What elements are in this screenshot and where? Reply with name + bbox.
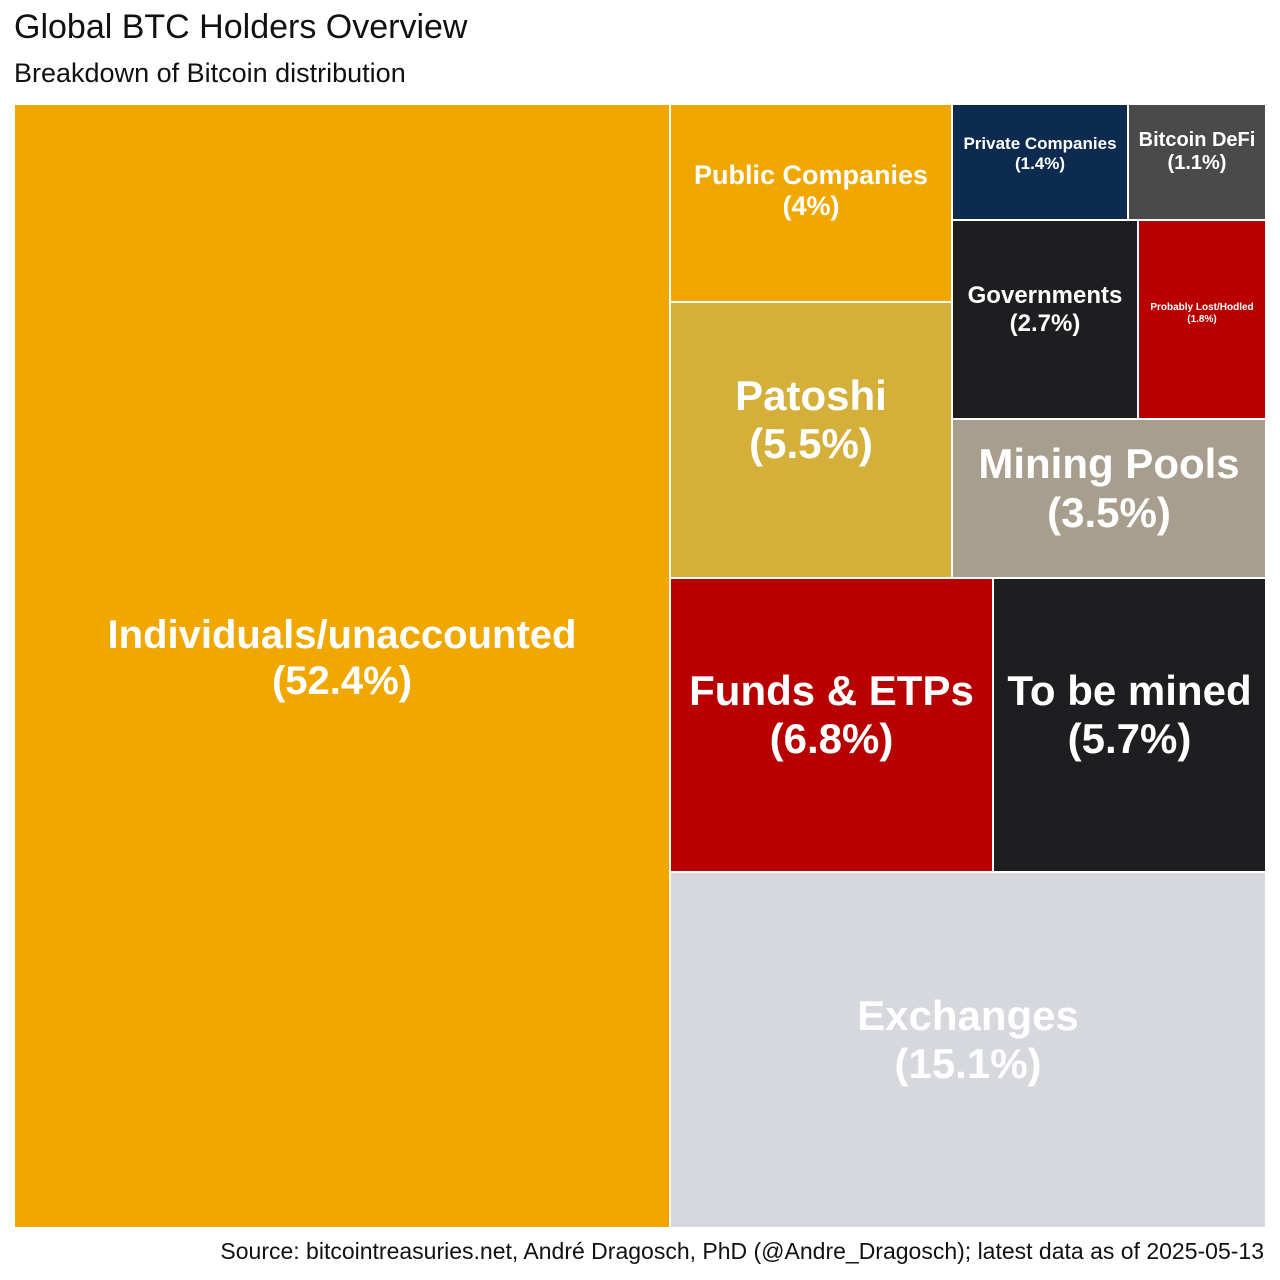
- tile-individuals-unaccounted: Individuals/unaccounted (52.4%): [14, 104, 670, 1228]
- tile-label-group: Funds & ETPs (6.8%): [689, 667, 974, 764]
- tile-value-label: (2.7%): [1009, 309, 1081, 337]
- tile-label: Individuals/unaccounted: [107, 613, 577, 657]
- tile-label: Public Companies: [693, 159, 929, 190]
- tile-label-group: Exchanges (15.1%): [857, 992, 1079, 1089]
- tile-label: Mining Pools: [978, 440, 1240, 488]
- tile-funds-etps: Funds & ETPs (6.8%): [670, 578, 993, 872]
- tile-private-companies: Private Companies (1.4%): [952, 104, 1128, 220]
- tile-label-group: Bitcoin DeFi (1.1%): [1139, 129, 1256, 175]
- tile-label: Governments: [967, 281, 1123, 309]
- tile-label: Private Companies: [963, 134, 1117, 154]
- tile-mining-pools: Mining Pools (3.5%): [952, 419, 1266, 578]
- tile-label: Patoshi: [735, 371, 887, 419]
- tile-label-group: Mining Pools (3.5%): [978, 440, 1239, 537]
- tile-label: Funds & ETPs: [689, 666, 974, 714]
- tile-governments: Governments (2.7%): [952, 220, 1138, 419]
- tile-label-group: Public Companies (4%): [694, 160, 928, 222]
- tile-value-label: (52.4%): [271, 659, 413, 703]
- tile-value-label: (1.8%): [1187, 313, 1217, 325]
- tile-public-companies: Public Companies (4%): [670, 104, 952, 302]
- tile-value-label: (1.1%): [1167, 152, 1227, 174]
- tile-value-label: (6.8%): [769, 715, 894, 762]
- chart-title: Global BTC Holders Overview: [14, 8, 468, 46]
- tile-label-group: To be mined (5.7%): [1007, 667, 1251, 764]
- tile-probably-lost-hodled: Probably Lost/Hodled (1.8%): [1138, 220, 1266, 419]
- tile-exchanges: Exchanges (15.1%): [670, 872, 1266, 1228]
- tile-value-label: (15.1%): [894, 1040, 1042, 1087]
- tile-label-group: Patoshi (5.5%): [735, 372, 887, 469]
- tile-to-be-mined: To be mined (5.7%): [993, 578, 1266, 872]
- tile-value-label: (5.7%): [1067, 715, 1192, 762]
- tile-label: Probably Lost/Hodled: [1150, 302, 1254, 313]
- tile-label-group: Individuals/unaccounted (52.4%): [108, 612, 577, 704]
- tile-label: To be mined: [1007, 666, 1252, 714]
- tile-label-group: Governments (2.7%): [968, 282, 1123, 337]
- tile-value-label: (1.4%): [1014, 154, 1066, 173]
- treemap-chart: Individuals/unaccounted (52.4%) Exchanges(…: [14, 104, 1266, 1228]
- chart-subtitle: Breakdown of Bitcoin distribution: [14, 58, 406, 88]
- tile-value-label: (3.5%): [1047, 488, 1171, 536]
- tile-patoshi: Patoshi (5.5%): [670, 302, 952, 578]
- tile-label: Exchanges: [857, 991, 1079, 1039]
- tile-value-label: (4%): [782, 191, 840, 221]
- source-note: Source: bitcointreasuries.net, André Dra…: [220, 1238, 1264, 1264]
- tile-label: Bitcoin DeFi: [1138, 129, 1256, 151]
- tile-value-label: (5.5%): [749, 420, 873, 467]
- tile-bitcoin-defi: Bitcoin DeFi (1.1%): [1128, 104, 1266, 220]
- tile-label-group: Private Companies (1.4%): [963, 134, 1116, 173]
- tile-label-group: Probably Lost/Hodled (1.8%): [1150, 302, 1253, 325]
